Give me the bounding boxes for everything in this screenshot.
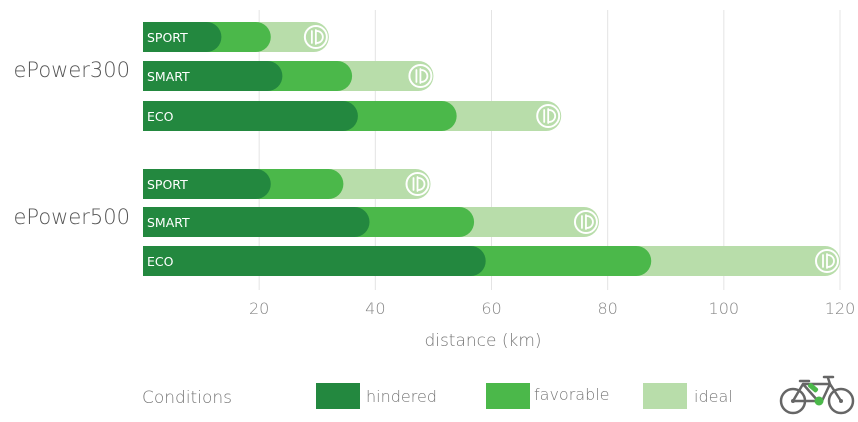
power-badge-icon-glyph: [543, 108, 557, 124]
power-badge-icon-glyph: [310, 29, 324, 45]
power-badge-icon: [405, 172, 430, 196]
power-badge-icon-glyph: [412, 176, 426, 192]
x-axis-label: distance (km): [424, 331, 541, 351]
bars: [113, 21, 840, 277]
x-tick-label: 100: [709, 299, 740, 318]
bar-ePower500-eco-hindered: [128, 246, 486, 276]
power-badge-icon-glyph: [822, 253, 835, 269]
bar-ePower300-smart-hindered: [128, 61, 283, 91]
legend: Conditions hindered favorable ideal: [0, 383, 858, 413]
legend-swatch-favorable: [486, 383, 530, 409]
bicycle-icon: [779, 375, 855, 415]
power-badge-icon: [536, 104, 561, 128]
power-badge-icon: [815, 249, 839, 273]
x-tick-label: 40: [365, 299, 385, 318]
bar-ePower500-sport-hindered: [128, 169, 271, 199]
range-chart: 20 40 60 80 100 120 ePower300 SPORT SMART ECO ePow…: [14, 10, 856, 351]
group-label-ePower500: ePower500: [14, 205, 131, 229]
x-tick-label: 60: [481, 299, 501, 318]
legend-label-hindered: hindered: [366, 387, 437, 406]
legend-title: Conditions: [142, 388, 232, 408]
mode-label-sport: SPORT: [147, 177, 188, 192]
bar-left-mask: [113, 100, 143, 132]
labels: 20 40 60 80 100 120 ePower300 SPORT SMART ECO ePow…: [14, 30, 856, 318]
bar-left-mask: [113, 206, 143, 238]
mode-label-eco: ECO: [147, 109, 174, 124]
bar-left-mask: [113, 60, 143, 92]
power-badge-icon: [573, 210, 598, 234]
mode-label-smart: SMART: [147, 215, 190, 230]
legend-swatch-ideal: [643, 383, 687, 409]
x-tick-label: 80: [597, 299, 617, 318]
bar-ePower300-eco-hindered: [128, 101, 358, 131]
x-tick-label: 120: [825, 299, 856, 318]
power-badge-icon: [303, 25, 328, 49]
legend-swatch-hindered: [316, 383, 360, 409]
mode-label-sport: SPORT: [147, 30, 188, 45]
bar-ePower300-sport-hindered: [128, 22, 222, 52]
gridlines: [258, 10, 841, 290]
legend-label-favorable: favorable: [534, 385, 610, 404]
power-badge-icon-glyph: [415, 68, 429, 84]
bar-left-mask: [113, 168, 143, 200]
x-tick-label: 20: [249, 299, 269, 318]
mode-label-smart: SMART: [147, 69, 190, 84]
mode-label-eco: ECO: [147, 254, 174, 269]
legend-label-ideal: ideal: [694, 387, 733, 406]
power-badge-icon-glyph: [581, 214, 594, 230]
bar-left-mask: [113, 245, 143, 277]
bar-left-mask: [113, 21, 143, 53]
power-badge-icon: [408, 64, 433, 88]
group-label-ePower300: ePower300: [14, 58, 131, 82]
bar-ePower500-smart-hindered: [128, 207, 370, 237]
